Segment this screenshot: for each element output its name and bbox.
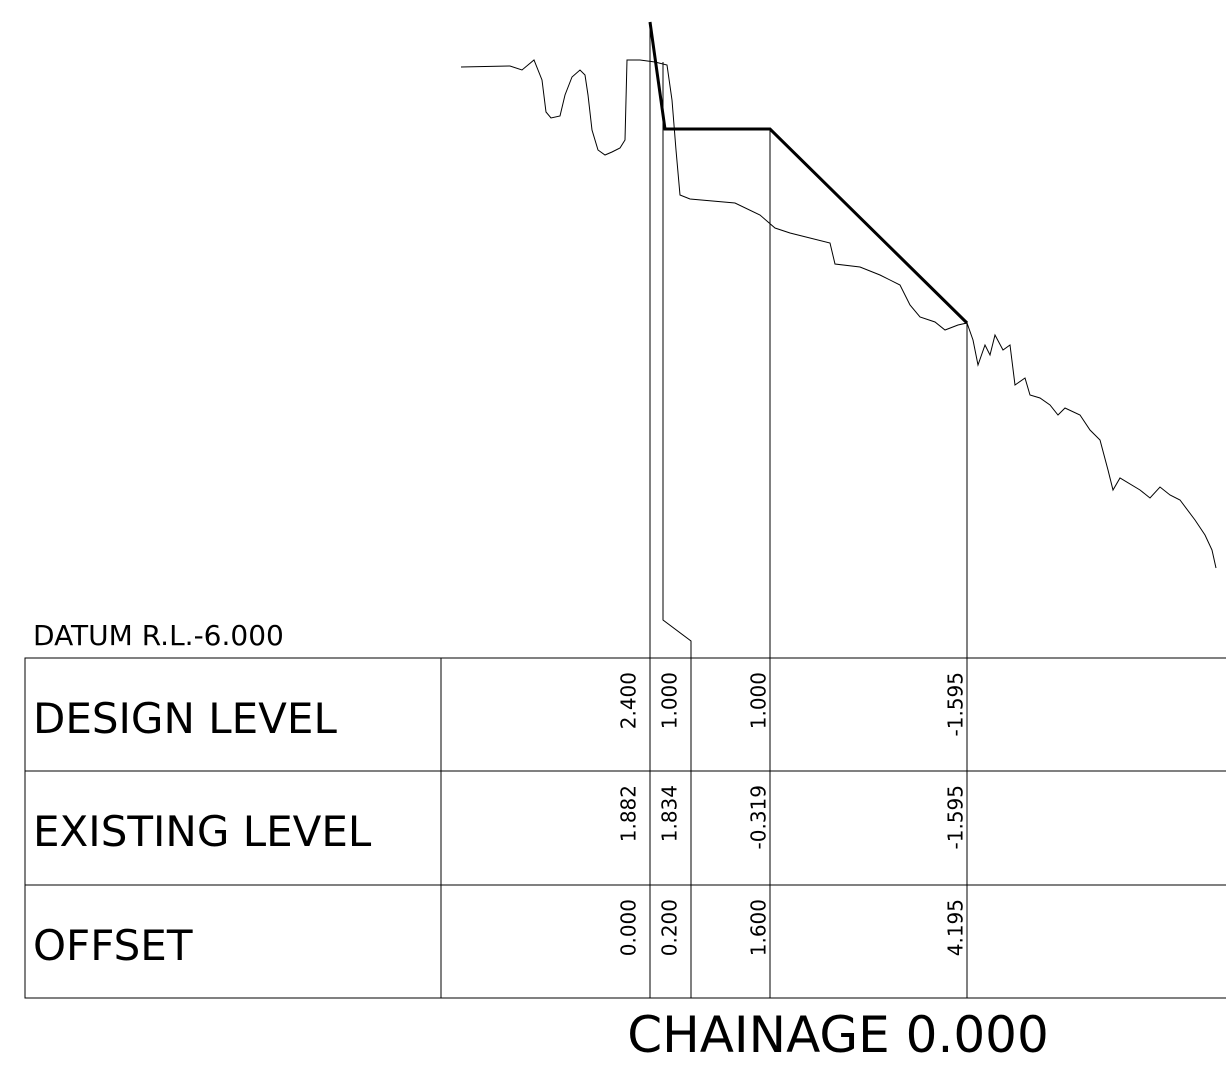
cell-value: 1.834 bbox=[658, 785, 682, 842]
leader bbox=[662, 62, 692, 998]
row-label: DESIGN LEVEL bbox=[33, 694, 337, 743]
cell-value: -1.595 bbox=[944, 672, 968, 736]
table-frame bbox=[24, 657, 1226, 999]
cell-value: 2.400 bbox=[617, 672, 641, 729]
chainage: CHAINAGE 0.000 bbox=[627, 1006, 1049, 1064]
cell-value: 1.000 bbox=[658, 672, 682, 729]
cell-value: -0.319 bbox=[747, 785, 771, 849]
cell-value: 0.200 bbox=[658, 899, 682, 956]
cell-value: 0.000 bbox=[617, 899, 641, 956]
cell-value: 1.000 bbox=[747, 672, 771, 729]
cell-value: 4.195 bbox=[944, 899, 968, 956]
cell-value: 1.882 bbox=[617, 785, 641, 842]
cell-value: 1.600 bbox=[747, 899, 771, 956]
table-rows: DESIGN LEVEL 2.400 1.000 1.000 -1.595 EXISTIN… bbox=[33, 672, 968, 970]
cell-value: -1.595 bbox=[944, 785, 968, 849]
design-line bbox=[648, 21, 969, 325]
row-label: OFFSET bbox=[33, 921, 193, 970]
datum: DATUM R.L.-6.000 bbox=[33, 619, 284, 652]
existing-ground bbox=[460, 59, 1217, 569]
row-label: EXISTING LEVEL bbox=[33, 807, 372, 856]
